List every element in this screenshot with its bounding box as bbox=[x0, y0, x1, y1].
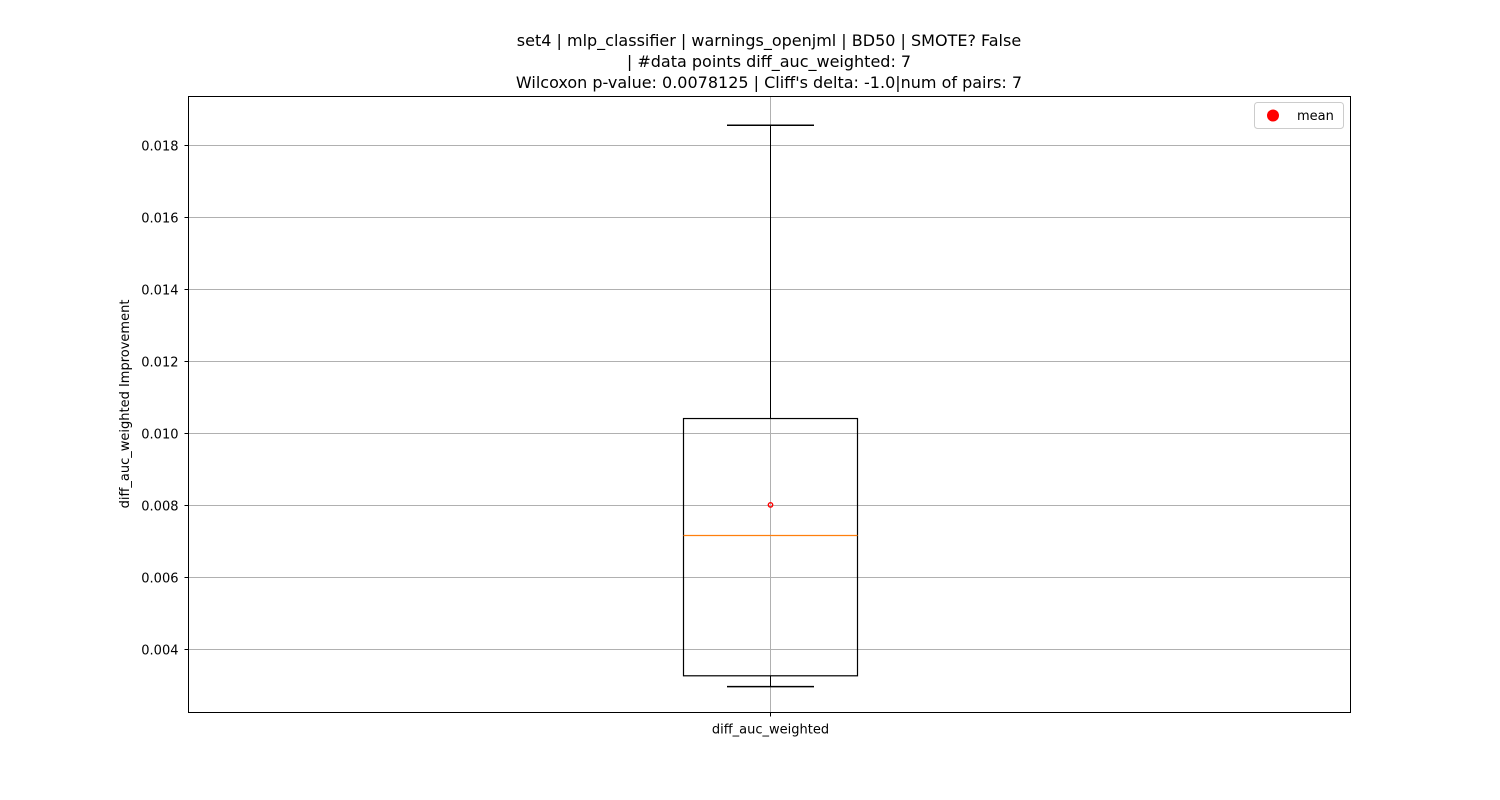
y-tick-label: 0.006 bbox=[141, 572, 178, 587]
y-tick-label: 0.016 bbox=[141, 212, 178, 227]
legend: mean bbox=[1254, 102, 1344, 129]
legend-frame bbox=[1254, 102, 1344, 129]
y-tick-label: 0.018 bbox=[141, 140, 178, 155]
chart-title: set4 | mlp_classifier | warnings_openjml… bbox=[516, 31, 1022, 92]
plot-frame bbox=[188, 96, 1351, 713]
mean-marker bbox=[767, 501, 774, 508]
grid-lines bbox=[188, 96, 1351, 713]
title-line-3: Wilcoxon p-value: 0.0078125 | Cliff's de… bbox=[516, 73, 1022, 92]
y-axis-label: diff_auc_weighted Improvement bbox=[118, 300, 133, 509]
y-tick-label: 0.010 bbox=[141, 428, 178, 443]
x-tick-label: diff_auc_weighted bbox=[712, 723, 829, 738]
box-series bbox=[682, 124, 859, 688]
y-tick-label: 0.014 bbox=[141, 284, 178, 299]
title-line-2: | #data points diff_auc_weighted: 7 bbox=[627, 52, 911, 72]
y-axis: 0.004 0.006 0.008 0.010 0.012 0.014 0.016 0.018 bbox=[141, 140, 189, 659]
y-tick-label: 0.008 bbox=[141, 500, 178, 515]
title-line-1: set4 | mlp_classifier | warnings_openjml… bbox=[517, 31, 1021, 51]
y-tick-label: 0.004 bbox=[141, 644, 178, 659]
x-axis: diff_auc_weighted bbox=[712, 712, 829, 738]
y-tick-label: 0.012 bbox=[141, 356, 178, 371]
legend-mean-label: mean bbox=[1297, 109, 1334, 124]
iqr-box bbox=[682, 417, 859, 677]
legend-mean-marker bbox=[1267, 109, 1279, 122]
